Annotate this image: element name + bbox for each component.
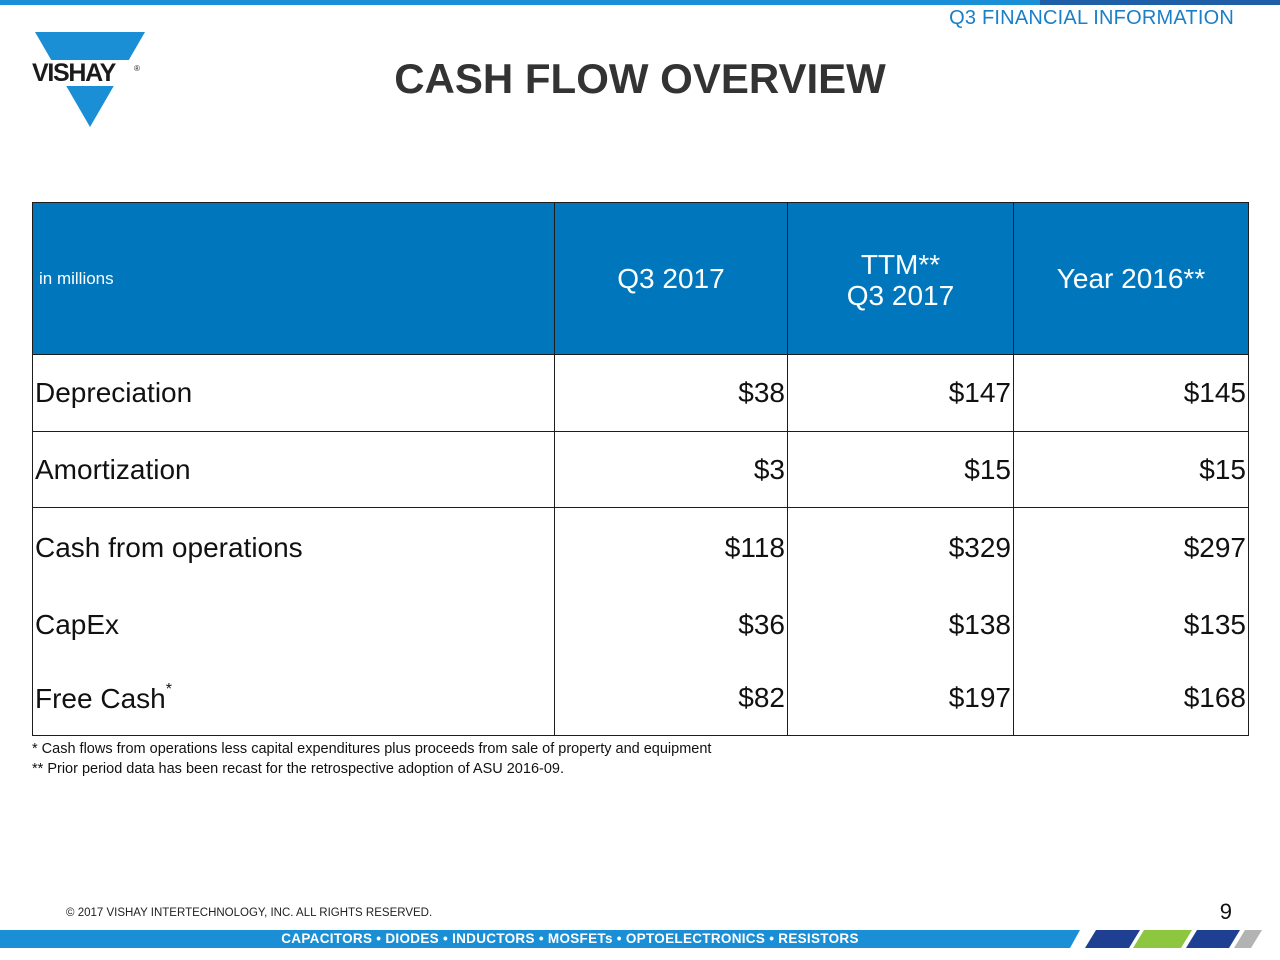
units-label: in millions: [39, 269, 114, 288]
row-label-cell: Free Cash*: [32, 661, 555, 736]
column-header-q3-2017: Q3 2017: [554, 202, 788, 355]
value-q3-2017: $38: [554, 354, 788, 432]
footnote-marker: *: [165, 681, 172, 699]
value-q3-2017: $118: [554, 507, 788, 588]
section-label: Q3 FINANCIAL INFORMATION: [949, 7, 1234, 29]
row-label: CapEx: [32, 587, 555, 662]
footnote-free-cash: * Cash flows from operations less capita…: [32, 741, 712, 757]
value-ttm: $197: [787, 661, 1014, 736]
copyright: © 2017 VISHAY INTERTECHNOLOGY, INC. ALL …: [66, 907, 432, 919]
footnote-recast: ** Prior period data has been recast for…: [32, 761, 564, 777]
value-year-2016: $297: [1013, 507, 1249, 588]
copyright-text: 2017 VISHAY INTERTECHNOLOGY, INC. ALL RI…: [77, 907, 433, 919]
column-header-year-2016: Year 2016**: [1013, 202, 1249, 355]
cash-flow-table: in millions Q3 2017 TTM** Q3 2017 Year 2…: [32, 202, 1249, 736]
bottom-banner: [0, 930, 1280, 948]
copyright-icon: ©: [66, 907, 75, 919]
value-year-2016: $135: [1013, 587, 1249, 662]
column-header-ttm-line2: Q3 2017: [846, 279, 955, 311]
row-label: Amortization: [32, 431, 555, 508]
value-ttm: $15: [787, 431, 1014, 508]
top-accent-bar: [0, 0, 1280, 5]
value-q3-2017: $3: [554, 431, 788, 508]
table-row: CapEx $36 $138 $135: [32, 587, 1249, 662]
footnotes: * Cash flows from operations less capita…: [32, 739, 711, 779]
table-row: Free Cash* $82 $197 $168: [32, 661, 1249, 736]
value-year-2016: $145: [1013, 354, 1249, 432]
row-label: Depreciation: [32, 354, 555, 432]
top-accent-bar-dark: [1040, 0, 1280, 5]
value-year-2016: $168: [1013, 661, 1249, 736]
value-q3-2017: $82: [554, 661, 788, 736]
column-header-ttm-q3-2017: TTM** Q3 2017: [787, 202, 1014, 355]
value-q3-2017: $36: [554, 587, 788, 662]
value-ttm: $329: [787, 507, 1014, 588]
svg-text:®: ®: [134, 64, 140, 73]
value-year-2016: $15: [1013, 431, 1249, 508]
logo-wordmark: VISHAY: [32, 59, 117, 87]
table-row: Amortization $3 $15 $15: [32, 431, 1249, 508]
row-label: Free Cash: [35, 683, 166, 715]
row-label: Cash from operations: [32, 507, 555, 588]
header-units-cell: in millions: [32, 202, 555, 355]
product-line-banner: CAPACITORS • DIODES • INDUCTORS • MOSFET…: [281, 931, 859, 946]
table-row: Depreciation $38 $147 $145: [32, 354, 1249, 432]
page-title: CASH FLOW OVERVIEW: [394, 55, 886, 102]
table-header-row: in millions Q3 2017 TTM** Q3 2017 Year 2…: [32, 202, 1249, 355]
value-ttm: $147: [787, 354, 1014, 432]
table-row: Cash from operations $118 $329 $297: [32, 507, 1249, 588]
value-ttm: $138: [787, 587, 1014, 662]
page-number: 9: [1219, 899, 1232, 924]
column-header-ttm-line1: TTM**: [860, 248, 941, 280]
vishay-logo: VISHAY ®: [30, 30, 150, 130]
